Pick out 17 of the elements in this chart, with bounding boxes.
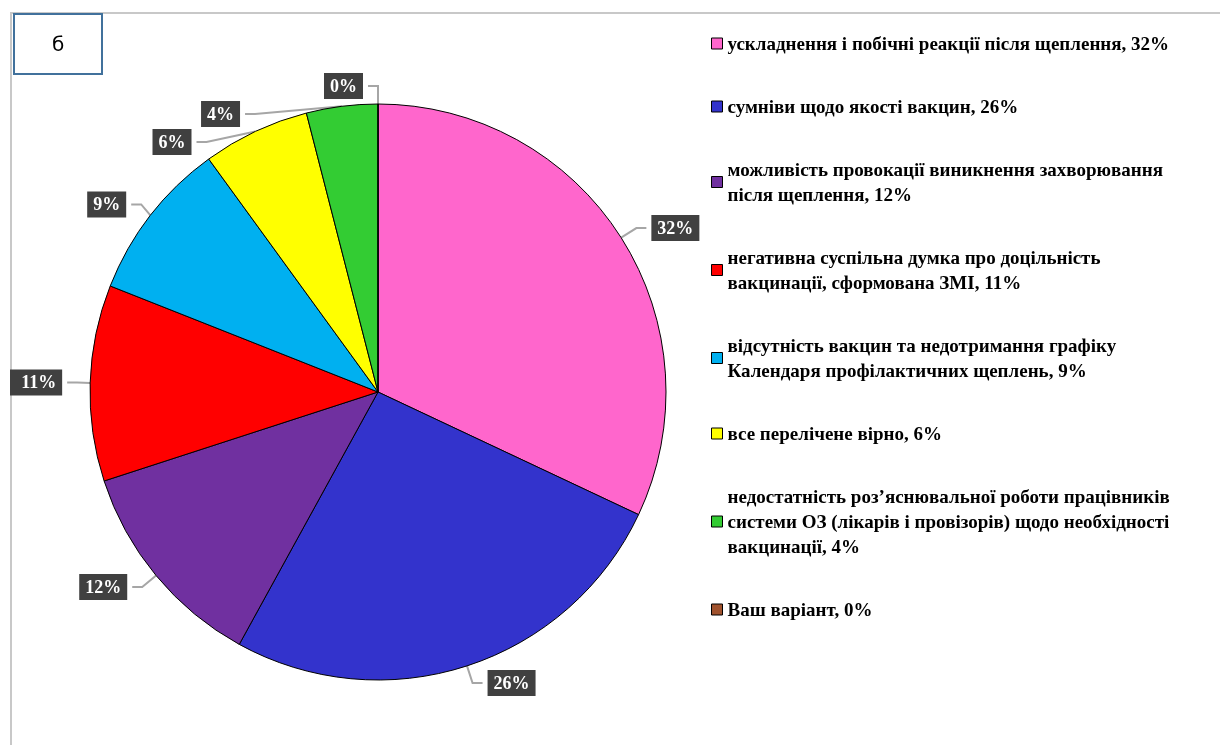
- legend-label: недостатність роз’яснювальної роботи працівників системи ОЗ (лікарів і провізорів) щодо необхідності вакцинації, 4%: [727, 486, 1175, 557]
- data-label: 11%: [21, 372, 57, 393]
- text: 0%: [330, 76, 357, 96]
- legend-label: ускладнення і побічні реакції після щеплення, 32%: [727, 33, 1170, 54]
- data-label: 4%: [207, 104, 235, 124]
- data-label: 6%: [158, 132, 186, 152]
- legend-label: все перелічене вірно, 6%: [727, 423, 942, 444]
- legend-label: можливість провокації виникнення захворювання після щеплення, 12%: [727, 159, 1163, 205]
- legend-label: сумніви щодо якості вакцин, 26%: [727, 96, 1019, 117]
- legend-label: Ваш варіант, 0%: [727, 599, 873, 620]
- data-label: 12%: [85, 577, 122, 598]
- data-label: 9%: [93, 194, 121, 215]
- chart-title: б: [52, 32, 65, 56]
- data-label: 32%: [657, 218, 694, 239]
- legend-label: негативна суспільна думка про доцільність вакцинації, сформована ЗМІ, 11%: [727, 247, 1101, 293]
- data-label: 26%: [493, 673, 530, 694]
- legend-label: відсутність вакцин та недотримання графіку Календаря профілактичних щеплень, 9%: [727, 335, 1117, 381]
